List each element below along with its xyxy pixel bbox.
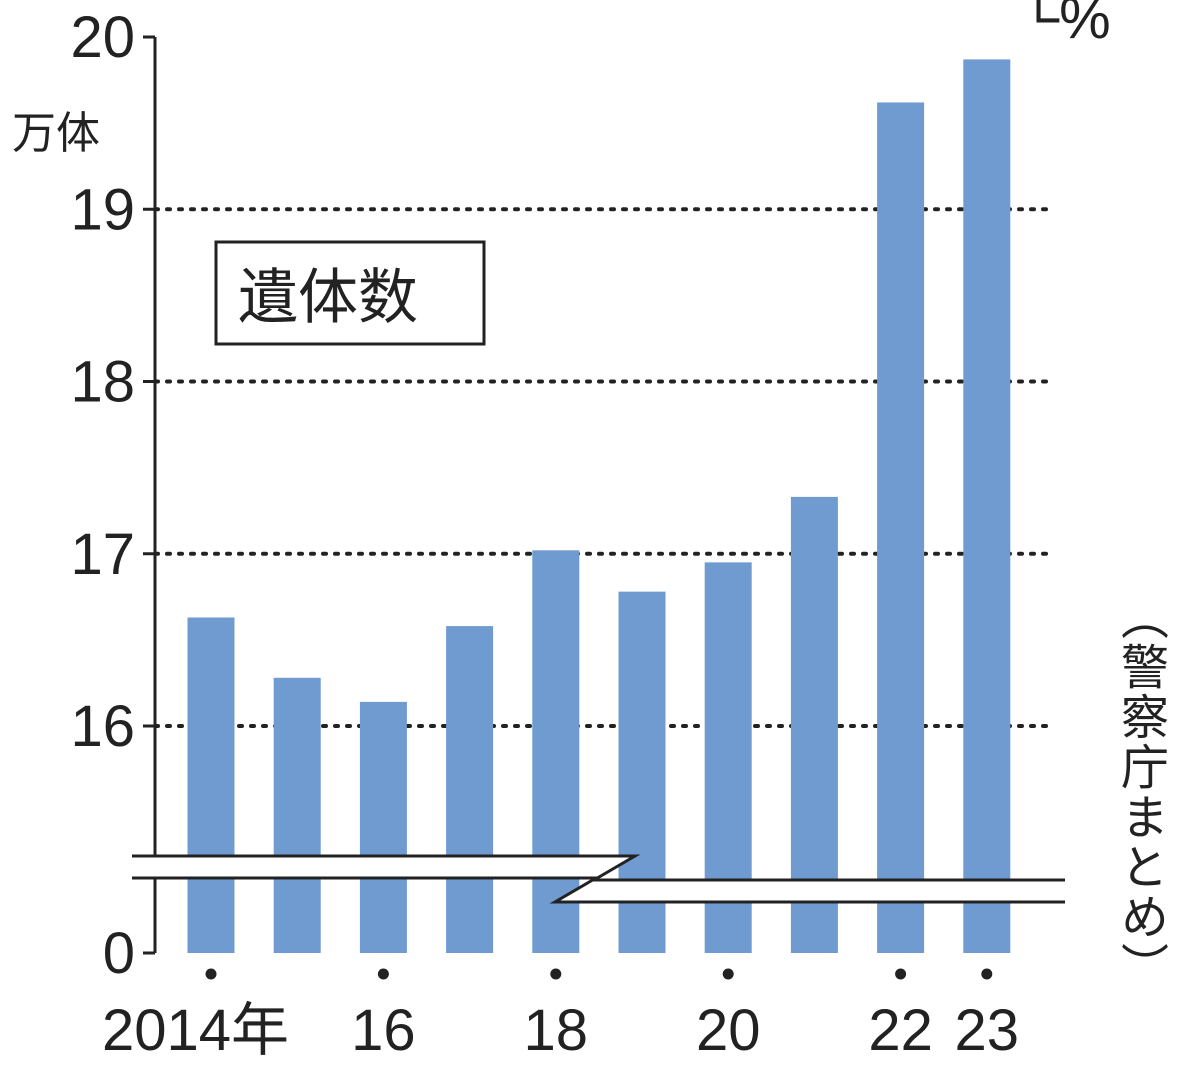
axis-break-line — [132, 876, 1065, 904]
legend-box — [214, 240, 486, 346]
x-tick-dot — [377, 968, 389, 980]
bar-2021 — [790, 496, 838, 953]
y-tick-label: 16 — [70, 694, 135, 759]
axis-break — [132, 854, 1065, 904]
bar-2017 — [446, 626, 494, 953]
bar-2022 — [877, 102, 925, 953]
y-axis-unit-label: 万体 — [12, 108, 100, 159]
axis-break-band — [132, 856, 1065, 902]
x-tick-dot — [205, 968, 217, 980]
bar-2018 — [532, 550, 580, 953]
x-tick-label: 23 — [955, 998, 1020, 1063]
x-tick-label: 2014年 — [102, 998, 289, 1063]
y-tick-label: 19 — [70, 177, 135, 242]
x-tick-dot — [722, 968, 734, 980]
top-corner-text: └% — [1018, 0, 1111, 51]
legend-label: 遺体数 — [238, 263, 418, 333]
y-tick-label: 0 — [103, 921, 135, 986]
x-tick-dot — [550, 968, 562, 980]
bar-2016 — [359, 701, 407, 953]
bars — [187, 59, 1011, 953]
x-tick-dot — [895, 968, 907, 980]
x-tick-label: 18 — [524, 998, 589, 1063]
bar-2023 — [963, 59, 1011, 953]
x-tick-dot — [981, 968, 993, 980]
x-tick-label: 20 — [696, 998, 761, 1063]
axis-break-line — [132, 854, 1065, 882]
source-note: （警察庁まとめ） — [1112, 592, 1168, 992]
axes: 0 16 17 18 19 20 2014年 16 18 20 22 23 — [70, 5, 1019, 1063]
y-tick-label: 17 — [70, 522, 135, 587]
x-tick-label: 22 — [868, 998, 933, 1063]
bar-2014 — [187, 617, 235, 953]
y-tick-label: 18 — [70, 350, 135, 415]
bar-2015 — [273, 677, 321, 953]
x-tick-label: 16 — [351, 998, 416, 1063]
y-tick-label: 20 — [70, 5, 135, 70]
